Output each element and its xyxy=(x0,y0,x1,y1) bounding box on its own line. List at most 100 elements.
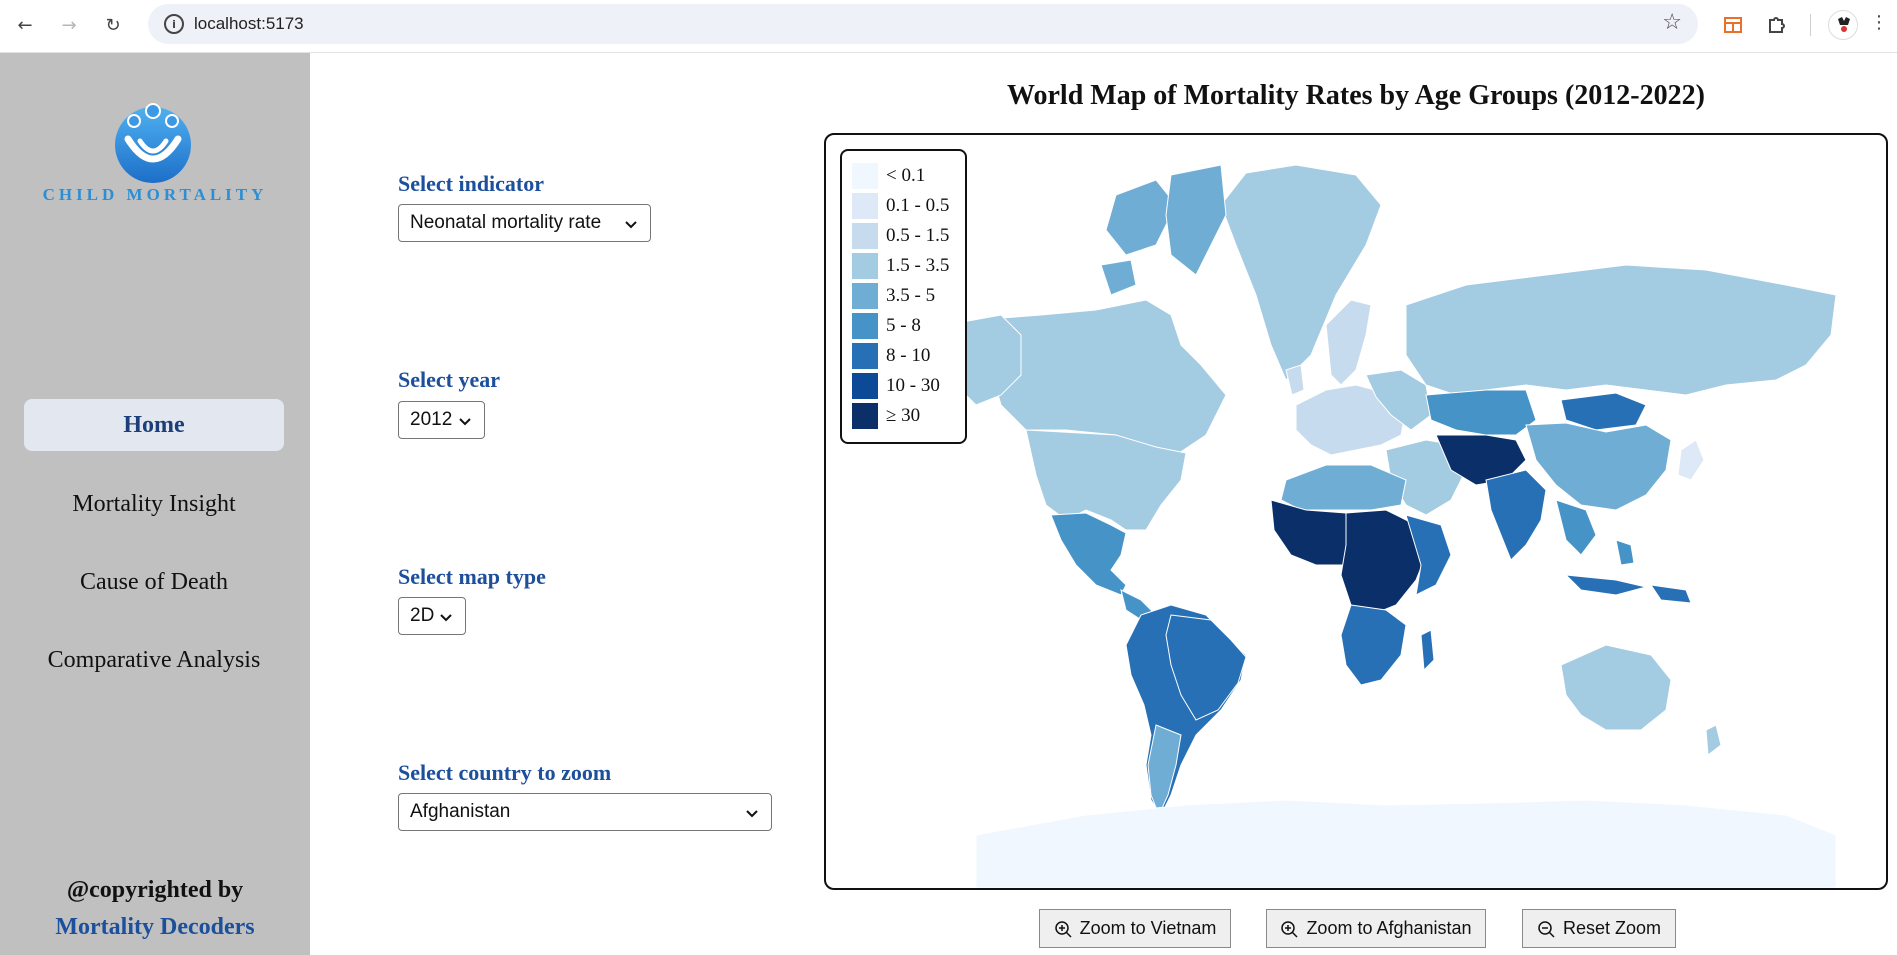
year-label: Select year xyxy=(398,367,500,392)
map-region-arctic-islands-2 xyxy=(1165,164,1227,276)
puzzle-icon[interactable] xyxy=(1764,12,1790,38)
indicator-select-value: Neonatal mortality rate xyxy=(410,212,602,233)
legend-item: 1.5 - 3.5 xyxy=(852,251,965,281)
map-legend: < 0.1 0.1 - 0.5 0.5 - 1.5 1.5 - 3.5 3.5 … xyxy=(840,149,967,444)
address-url[interactable]: localhost:5173 xyxy=(194,14,304,33)
map-region-arctic-islands xyxy=(1105,179,1177,256)
map-region-russia xyxy=(1405,264,1837,396)
map-region-eastern-europe xyxy=(1365,369,1432,431)
legend-label: 8 - 10 xyxy=(886,345,931,366)
year-select[interactable]: 2012 xyxy=(398,401,485,439)
legend-swatch xyxy=(852,253,878,279)
zoom-in-icon xyxy=(1281,920,1298,938)
chevron-down-icon xyxy=(440,614,452,622)
legend-label: 0.1 - 0.5 xyxy=(886,195,950,216)
zoom-to-afghanistan-label: Zoom to Afghanistan xyxy=(1306,918,1472,938)
map-region-madagascar xyxy=(1420,629,1435,672)
legend-swatch xyxy=(852,223,878,249)
legend-swatch xyxy=(852,343,878,369)
map-region-brazil xyxy=(1165,614,1247,721)
map-type-select[interactable]: 2D xyxy=(398,597,466,635)
zoom-out-icon xyxy=(1538,920,1555,938)
chevron-down-icon xyxy=(459,418,471,426)
map-region-china xyxy=(1525,422,1672,511)
map-region-europe xyxy=(1295,384,1407,456)
browser-toolbar: ← → ↻ i localhost:5173 ☆ ⋮ xyxy=(0,0,1897,53)
map-region-afghanistan-pakistan xyxy=(1435,434,1527,486)
legend-item: 10 - 30 xyxy=(852,371,965,401)
legend-label: 0.5 - 1.5 xyxy=(886,225,950,246)
extension-icon[interactable] xyxy=(1720,12,1746,38)
forward-icon[interactable]: → xyxy=(61,14,77,36)
legend-label: 5 - 8 xyxy=(886,315,921,336)
legend-swatch xyxy=(852,313,878,339)
world-map-svg[interactable] xyxy=(826,135,1886,888)
map-region-east-africa xyxy=(1405,514,1452,596)
legend-item: < 0.1 xyxy=(852,161,965,191)
country-select-value: Afghanistan xyxy=(410,801,511,822)
zoom-in-icon xyxy=(1054,920,1072,938)
map-title: World Map of Mortality Rates by Age Grou… xyxy=(1007,80,1705,111)
map-region-central-asia xyxy=(1425,389,1537,436)
toolbar-divider xyxy=(1810,14,1811,36)
country-select[interactable]: Afghanistan xyxy=(398,793,772,831)
back-icon[interactable]: ← xyxy=(17,14,33,36)
legend-swatch xyxy=(852,373,878,399)
legend-swatch xyxy=(852,193,878,219)
legend-item: 5 - 8 xyxy=(852,311,965,341)
map-region-australia xyxy=(1560,644,1672,731)
menu-icon[interactable]: ⋮ xyxy=(1870,12,1888,33)
reset-zoom-button[interactable]: Reset Zoom xyxy=(1522,909,1676,948)
map-region-southern-africa xyxy=(1340,604,1407,686)
map-region-southeast-asia xyxy=(1555,499,1597,556)
map-region-antarctica xyxy=(975,799,1837,888)
legend-label: 3.5 - 5 xyxy=(886,285,936,306)
nav-cause-of-death[interactable]: Cause of Death xyxy=(80,568,228,595)
map-region-new-zealand xyxy=(1705,724,1722,756)
zoom-to-vietnam-label: Zoom to Vietnam xyxy=(1079,918,1217,938)
map-region-india xyxy=(1485,469,1547,561)
legend-label: 1.5 - 3.5 xyxy=(886,255,950,276)
team-name: Mortality Decoders xyxy=(55,914,255,940)
site-info-icon[interactable]: i xyxy=(164,14,184,34)
address-bar[interactable]: i localhost:5173 ☆ xyxy=(148,4,1698,44)
legend-item: 8 - 10 xyxy=(852,341,965,371)
year-select-value: 2012 xyxy=(410,409,453,430)
map-type-select-value: 2D xyxy=(410,605,435,626)
map-type-label: Select map type xyxy=(398,564,546,589)
indicator-select[interactable]: Neonatal mortality rate xyxy=(398,204,651,242)
map-region-central-africa xyxy=(1340,509,1427,616)
child-mortality-logo xyxy=(115,103,191,183)
map-region-scandinavia xyxy=(1325,299,1372,386)
world-map[interactable]: < 0.1 0.1 - 0.5 0.5 - 1.5 1.5 - 3.5 3.5 … xyxy=(824,133,1888,890)
bookmark-star-icon[interactable]: ☆ xyxy=(1662,10,1682,35)
map-region-argentina xyxy=(1147,724,1182,817)
map-region-mongolia xyxy=(1560,392,1647,431)
legend-label: ≥ 30 xyxy=(886,405,921,426)
nav-mortality-insight[interactable]: Mortality Insight xyxy=(72,490,236,517)
map-region-north-africa xyxy=(1280,464,1407,511)
map-region-uk xyxy=(1285,364,1305,396)
legend-item: 0.1 - 0.5 xyxy=(852,191,965,221)
profile-avatar[interactable] xyxy=(1828,10,1858,40)
copyright-text: @copyrighted by xyxy=(66,877,244,903)
legend-swatch xyxy=(852,283,878,309)
zoom-to-vietnam-button[interactable]: Zoom to Vietnam xyxy=(1039,909,1231,948)
indicator-label: Select indicator xyxy=(398,171,545,196)
map-region-usa xyxy=(1025,429,1187,531)
brand-name: CHILD MORTALITY xyxy=(42,185,268,204)
map-region-greenland xyxy=(1220,164,1382,381)
legend-swatch xyxy=(852,403,878,429)
nav-home[interactable]: Home xyxy=(24,399,284,451)
nav-comparative-analysis[interactable]: Comparative Analysis xyxy=(47,646,261,673)
legend-label: 10 - 30 xyxy=(886,375,940,396)
zoom-to-afghanistan-button[interactable]: Zoom to Afghanistan xyxy=(1266,909,1486,948)
country-label: Select country to zoom xyxy=(398,760,612,785)
chevron-down-icon xyxy=(625,221,637,229)
legend-item: 0.5 - 1.5 xyxy=(852,221,965,251)
legend-item: 3.5 - 5 xyxy=(852,281,965,311)
reset-zoom-label: Reset Zoom xyxy=(1562,918,1662,938)
legend-label: < 0.1 xyxy=(886,165,926,186)
map-region-japan xyxy=(1677,439,1705,481)
reload-icon[interactable]: ↻ xyxy=(105,14,121,36)
